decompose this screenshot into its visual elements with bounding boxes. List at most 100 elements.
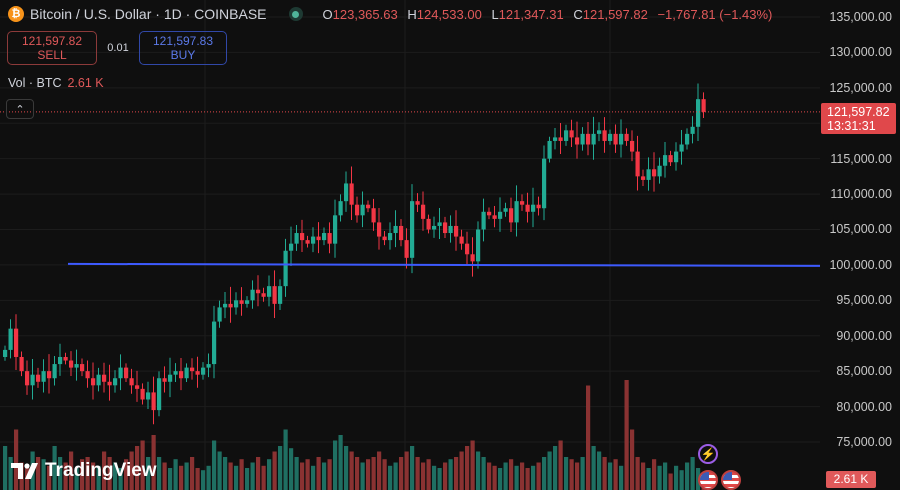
candle-body [657,165,662,177]
candle-body [8,328,13,350]
volume-bar [602,457,607,490]
candle-body [118,367,123,379]
candle-body [426,218,431,230]
candle-body [415,201,420,205]
logo-text: TradingView [45,460,157,481]
volume-bar [481,457,486,490]
volume-bar [294,457,299,490]
volume-bar [52,446,57,490]
sell-button[interactable]: 121,597.82 SELL [7,31,97,65]
candle-body [690,126,695,134]
lightning-event-icon[interactable]: ⚡ [698,444,718,464]
volume-bar [355,457,360,490]
volume-bar [338,435,343,490]
volume-bar [151,435,156,490]
volume-bar [25,468,30,490]
volume-bar [14,429,19,490]
candle-body [206,364,211,368]
volume-bar [597,451,602,490]
volume-bar [305,459,310,490]
tradingview-logo[interactable]: TradingView [11,460,157,482]
volume-bar [124,459,129,490]
volume-bar [542,457,547,490]
candle-body [228,303,233,308]
candle-body [547,140,552,159]
candle-body [102,374,107,382]
volume-bar [674,465,679,490]
candle-body [212,321,217,365]
low-label: L [491,6,499,22]
candle-body [630,140,635,152]
candle-body [597,130,602,134]
candle-body [41,371,46,382]
candle-body [52,364,57,379]
candle-body [135,385,140,389]
volume-bar [382,459,387,490]
us-flag-event-icon[interactable] [698,470,718,490]
price-axis-label: 115,000.00 [830,151,892,166]
volume-bar [195,468,200,490]
volume-bar [74,468,79,490]
candle-body [129,378,134,386]
volume-bar [212,440,217,490]
candle-body [294,233,299,244]
volume-bar [129,451,134,490]
bitcoin-icon: ₿ [8,6,24,22]
symbol-title[interactable]: Bitcoin / U.S. Dollar · 1D · COINBASE [30,6,267,22]
candle-body [245,300,250,304]
candle-body [509,208,514,223]
us-flag-event-icon[interactable] [721,470,741,490]
high-value: 124,533.00 [416,6,482,22]
volume-bar [619,465,624,490]
volume-bar [300,462,305,490]
market-status-icon[interactable] [288,7,303,21]
volume-bar [206,465,211,490]
volume-bar [503,462,508,490]
price-axis-label: 125,000.00 [829,80,892,95]
volume-bar [63,462,68,490]
volume-bar [245,468,250,490]
candle-body [476,229,481,262]
volume-bar [267,459,272,490]
candle-body [223,303,228,308]
volume-bar [217,451,222,490]
volume-bar [591,446,596,490]
volume-bar [322,462,327,490]
candle-body [701,99,706,112]
volume-bar [223,457,228,490]
candle-body [305,240,310,244]
volume-bar [80,459,85,490]
volume-bar [360,462,365,490]
volume-bar [624,380,629,490]
candle-body [569,130,574,138]
volume-label: Vol · BTC [8,76,62,90]
candle-body [300,233,305,241]
volume-bar [289,448,294,490]
volume-bar [421,462,426,490]
volume-bar [157,457,162,490]
collapse-legend-button[interactable]: ⌃ [6,99,34,119]
candle-body [36,374,41,382]
volume-bar [388,465,393,490]
volume-bar [575,462,580,490]
volume-bar [140,440,145,490]
candle-body [344,183,349,202]
low-value: 121,347.31 [498,6,564,22]
volume-bar [492,465,497,490]
candle-body [399,225,404,241]
candle-body [443,222,448,234]
volume-bar [107,457,112,490]
volume-bar [311,465,316,490]
volume-bar [162,462,167,490]
candle-body [146,392,151,400]
candle-body [586,133,591,145]
candle-body [25,371,30,386]
candle-body [520,201,525,205]
buy-button[interactable]: 121,597.83 BUY [139,31,227,65]
candle-body [393,225,398,234]
volume-bar [630,429,635,490]
candle-body [624,133,629,141]
volume-legend[interactable]: Vol · BTC 2.61 K [8,76,104,90]
candle-body [190,367,195,372]
